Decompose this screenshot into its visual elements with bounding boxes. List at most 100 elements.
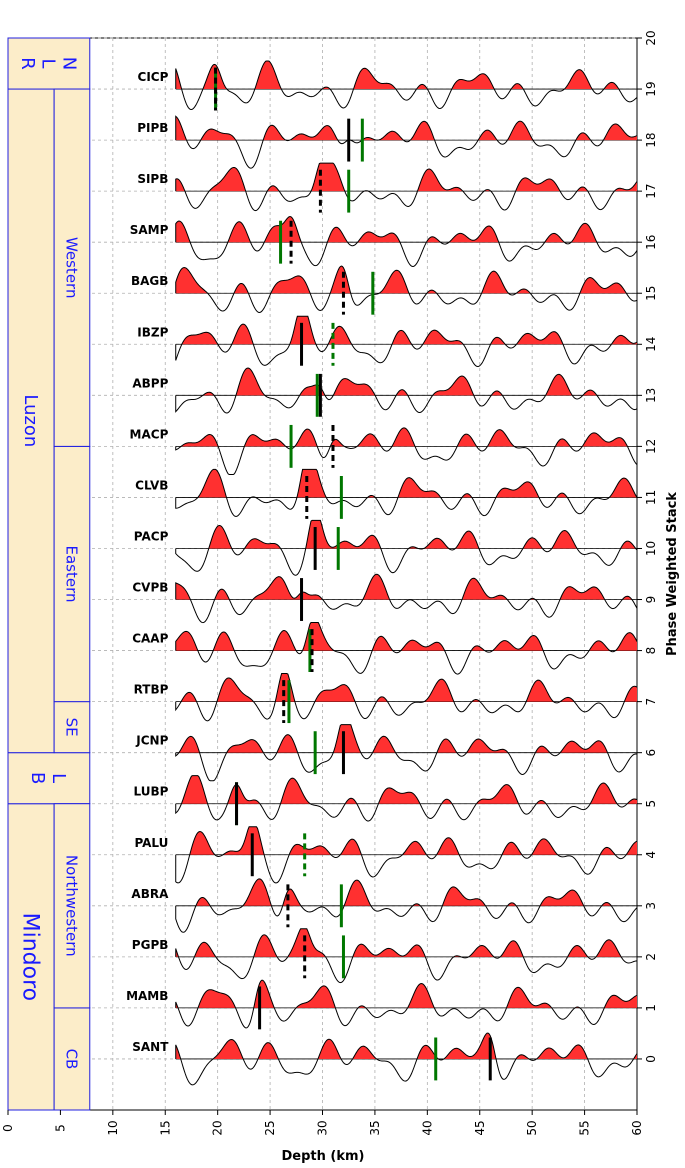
y-tick-label: 16 bbox=[644, 235, 658, 250]
trace-abra bbox=[175, 878, 638, 933]
trace-positive-fill bbox=[178, 724, 608, 753]
station-label: JCNP bbox=[135, 734, 168, 748]
station-label: LUBP bbox=[133, 785, 168, 799]
station-label: MACP bbox=[130, 427, 169, 441]
trace-abpp bbox=[175, 367, 638, 414]
trace-positive-fill bbox=[175, 60, 620, 90]
y-tick-label: 1 bbox=[644, 1004, 658, 1012]
y-tick-label: 15 bbox=[644, 286, 658, 301]
station-label: ABPP bbox=[132, 376, 168, 390]
region-label: Luzon bbox=[20, 394, 41, 447]
y-tick-label: 17 bbox=[644, 184, 658, 199]
trace-positive-fill bbox=[198, 469, 638, 498]
trace-positive-fill bbox=[175, 980, 638, 1008]
trace-pacp bbox=[175, 519, 638, 576]
axes: 0 5 10 15 20 25 30 35 40 45 50 55 600123456789101112… bbox=[1, 30, 658, 1135]
region-label: SE bbox=[63, 718, 81, 737]
y-tick-label: 0 bbox=[644, 1055, 658, 1063]
station-label: SANT bbox=[132, 1040, 169, 1054]
region-box bbox=[7, 37, 91, 90]
x-tick-label: 10 bbox=[106, 1120, 120, 1135]
trace-positive-fill bbox=[182, 673, 637, 702]
station-label: BAGB bbox=[131, 274, 168, 288]
trace-positive-fill bbox=[175, 266, 627, 294]
y-tick-label: 2 bbox=[644, 953, 658, 961]
subregion-box bbox=[53, 1007, 91, 1111]
y-tick-label: 18 bbox=[644, 132, 658, 147]
region-label: B bbox=[27, 772, 48, 784]
trace-cvpb bbox=[175, 573, 638, 624]
trace-macp bbox=[175, 427, 638, 475]
y-tick-label: 8 bbox=[644, 647, 658, 655]
y-tick-label: 7 bbox=[644, 698, 658, 706]
station-label: PALU bbox=[134, 836, 168, 850]
y-axis-title: Phase Weighted Stack bbox=[665, 492, 680, 656]
y-tick-label: 13 bbox=[644, 388, 658, 403]
y-tick-label: 10 bbox=[644, 541, 658, 556]
trace-positive-fill bbox=[182, 775, 637, 804]
x-tick-label: 5 bbox=[53, 1124, 67, 1132]
station-label: RTBP bbox=[134, 683, 169, 697]
station-label: CLVB bbox=[135, 478, 168, 492]
subregion-box bbox=[53, 445, 91, 703]
x-tick-label: 45 bbox=[473, 1120, 487, 1135]
trace-positive-fill bbox=[175, 928, 622, 957]
region-label: L bbox=[38, 59, 59, 69]
station-label: CICP bbox=[138, 70, 169, 84]
trace-positive-fill bbox=[175, 1033, 638, 1059]
trace-positive-fill bbox=[175, 574, 633, 600]
station-label: CAAP bbox=[132, 632, 168, 646]
trace-bagb bbox=[175, 265, 638, 313]
region-label: R bbox=[17, 57, 38, 70]
depth-markers bbox=[214, 67, 492, 1081]
x-tick-label: 25 bbox=[263, 1120, 277, 1135]
station-label: ABRA bbox=[131, 887, 169, 901]
trace-positive-fill bbox=[196, 878, 612, 906]
x-tick-label: 0 bbox=[1, 1124, 15, 1132]
trace-caap bbox=[175, 622, 638, 675]
trace-lubp bbox=[175, 775, 638, 822]
station-label: IBZP bbox=[137, 325, 168, 339]
x-tick-label: 40 bbox=[420, 1120, 434, 1135]
region-box bbox=[7, 752, 91, 805]
trace-positive-fill bbox=[175, 622, 638, 651]
trace-clvb bbox=[175, 468, 638, 517]
station-label: PACP bbox=[134, 529, 169, 543]
station-label: PGPB bbox=[132, 938, 169, 952]
y-tick-label: 19 bbox=[644, 81, 658, 96]
subregion-box bbox=[53, 88, 91, 447]
trace-jcnp bbox=[175, 724, 638, 782]
station-label: MAMB bbox=[126, 989, 168, 1003]
trace-pipb bbox=[175, 115, 638, 169]
region-label: Northwestern bbox=[63, 855, 81, 957]
trace-pgpb bbox=[175, 928, 638, 984]
region-label: L bbox=[48, 773, 69, 783]
region-label: N bbox=[58, 57, 79, 70]
x-axis-title: Depth (km) bbox=[282, 1149, 365, 1164]
subregion-box bbox=[53, 701, 91, 754]
x-tick-label: 20 bbox=[211, 1120, 225, 1135]
trace-rtbp bbox=[175, 673, 638, 722]
subregion-box bbox=[53, 803, 91, 1009]
station-label: SIPB bbox=[137, 172, 168, 186]
y-tick-label: 9 bbox=[644, 596, 658, 604]
trace-samp bbox=[175, 216, 638, 267]
trace-positive-fill bbox=[182, 427, 628, 447]
trace-sant bbox=[175, 1032, 638, 1086]
region-box bbox=[7, 803, 55, 1111]
x-tick-label: 35 bbox=[368, 1120, 382, 1135]
y-tick-label: 20 bbox=[644, 30, 658, 45]
region-label: CB bbox=[63, 1049, 81, 1070]
x-tick-label: 50 bbox=[525, 1120, 539, 1135]
x-tick-label: 60 bbox=[630, 1120, 644, 1135]
region-boxes: MindoroLBLuzonNLRCBNorthwesternSEEastern… bbox=[7, 37, 91, 1111]
station-label: CVPB bbox=[132, 581, 168, 595]
x-tick-label: 15 bbox=[158, 1120, 172, 1135]
y-tick-label: 4 bbox=[644, 851, 658, 859]
station-labels: SANT MAMB PGPB ABRA PALU LUBP JCNP RTBP CAAP CVPB… bbox=[126, 70, 169, 1054]
y-tick-label: 5 bbox=[644, 800, 658, 808]
x-tick-label: 55 bbox=[578, 1120, 592, 1135]
x-tick-label: 30 bbox=[316, 1120, 330, 1135]
y-tick-label: 14 bbox=[644, 337, 658, 352]
